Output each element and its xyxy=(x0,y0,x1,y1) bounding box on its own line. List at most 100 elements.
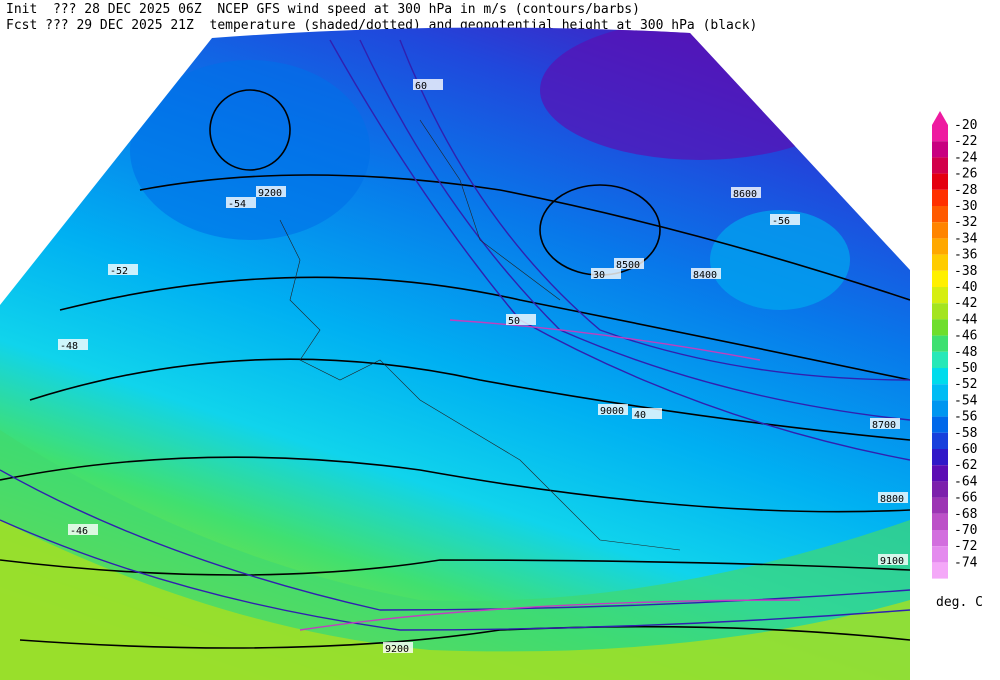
colorbar-swatch xyxy=(932,513,948,530)
colorbar-swatch xyxy=(932,481,948,498)
contour-label: -56 xyxy=(772,216,790,227)
colorbar-swatch xyxy=(932,222,948,239)
colorbar-swatch xyxy=(932,546,948,563)
label-box xyxy=(770,214,800,225)
colorbar-unit: deg. C xyxy=(936,595,983,610)
colorbar-swatch xyxy=(932,497,948,514)
colorbar-label: -74 xyxy=(954,555,978,570)
label-box xyxy=(878,554,908,565)
colorbar-swatch xyxy=(932,335,948,352)
colorbar-swatch xyxy=(932,400,948,417)
colorbar-swatch xyxy=(932,189,948,206)
colorbar-label: -56 xyxy=(954,410,977,425)
label-box xyxy=(108,264,138,275)
colorbar-label: -52 xyxy=(954,377,977,392)
label-box xyxy=(506,314,536,325)
colorbar-label: -34 xyxy=(954,231,978,246)
colorbar-label: -22 xyxy=(954,134,977,149)
label-box xyxy=(226,197,256,208)
label-box xyxy=(878,492,908,503)
colorbar-swatch xyxy=(932,173,948,190)
colorbar-label: -44 xyxy=(954,312,978,327)
colorbar-swatch xyxy=(932,254,948,271)
colorbar-swatch xyxy=(932,238,948,255)
label-box xyxy=(256,186,286,197)
label-box xyxy=(58,339,88,350)
contour-label: 8400 xyxy=(693,270,717,281)
colorbar-swatch xyxy=(932,530,948,547)
colorbar-label: -66 xyxy=(954,491,977,506)
contour-label: -52 xyxy=(110,266,128,277)
colorbar-swatch xyxy=(932,465,948,482)
colorbar-swatch xyxy=(932,319,948,336)
colorbar-label: -62 xyxy=(954,458,977,473)
colorbar-label: -36 xyxy=(954,248,977,263)
map-labels: 9200 8600 8500 8400 9000 8700 8800 9100 9200 30 40… xyxy=(58,79,908,655)
label-box xyxy=(731,187,761,198)
contour-label: 8500 xyxy=(616,260,640,271)
label-box xyxy=(691,268,721,279)
colorbar-label: -20 xyxy=(954,118,977,133)
colorbar-arrow xyxy=(932,111,948,125)
colorbar-swatch xyxy=(932,384,948,401)
colorbar-label: -24 xyxy=(954,150,978,165)
colorbar-swatch xyxy=(932,287,948,304)
colorbar-swatch xyxy=(932,351,948,368)
contour-label: 9100 xyxy=(880,556,904,567)
colorbar-swatch xyxy=(932,416,948,433)
colorbar-label: -58 xyxy=(954,426,977,441)
colorbar-label: -72 xyxy=(954,539,977,554)
colorbar-label: -68 xyxy=(954,507,977,522)
contour-label: 8600 xyxy=(733,189,757,200)
label-box xyxy=(870,418,900,429)
contour-label: -48 xyxy=(60,341,78,352)
label-box xyxy=(413,79,443,90)
colorbar-swatch xyxy=(932,303,948,320)
contour-label: -54 xyxy=(228,199,246,210)
colorbar-swatch xyxy=(932,141,948,158)
colorbar-swatch xyxy=(932,157,948,174)
colorbar-label: -70 xyxy=(954,523,977,538)
colorbar: -20-22-24 -26-28-30-32-34 -36-38-40-42-44 -… xyxy=(932,111,983,610)
colorbar-label: -40 xyxy=(954,280,977,295)
colorbar-label: -54 xyxy=(954,393,978,408)
contour-label: 9200 xyxy=(258,188,282,199)
label-box xyxy=(614,258,644,269)
colorbar-label: -50 xyxy=(954,361,977,376)
colorbar-label: -32 xyxy=(954,215,977,230)
colorbar-swatch xyxy=(932,206,948,223)
contour-label: 8700 xyxy=(872,420,896,431)
contour-label: 50 xyxy=(508,316,520,327)
contour-label: 9200 xyxy=(385,644,409,655)
colorbar-label: -46 xyxy=(954,329,977,344)
label-box xyxy=(591,268,621,279)
contour-label: 9000 xyxy=(600,406,624,417)
label-box xyxy=(632,408,662,419)
colorbar-label: -48 xyxy=(954,345,977,360)
contour-label: -46 xyxy=(70,526,88,537)
contour-label: 30 xyxy=(593,270,605,281)
colorbar-label: -28 xyxy=(954,183,977,198)
contour-label: 60 xyxy=(415,81,427,92)
colorbar-label: -64 xyxy=(954,474,978,489)
label-box xyxy=(383,642,413,653)
contour-label: 8800 xyxy=(880,494,904,505)
label-box xyxy=(598,404,628,415)
colorbar-swatch xyxy=(932,449,948,466)
contour-label: 40 xyxy=(634,410,646,421)
colorbar-label: -30 xyxy=(954,199,977,214)
colorbar-swatch xyxy=(932,562,948,579)
header-init: Init ??? 28 DEC 2025 06Z NCEP GFS wind s… xyxy=(6,2,640,17)
colorbar-swatch xyxy=(932,368,948,385)
colorbar-label: -26 xyxy=(954,167,977,182)
colorbar-label: -38 xyxy=(954,264,977,279)
colorbar-swatch xyxy=(932,125,948,142)
colorbar-swatch xyxy=(932,432,948,449)
colorbar-swatch xyxy=(932,270,948,287)
colorbar-label: -60 xyxy=(954,442,977,457)
label-box xyxy=(68,524,98,535)
colorbar-label: -42 xyxy=(954,296,977,311)
